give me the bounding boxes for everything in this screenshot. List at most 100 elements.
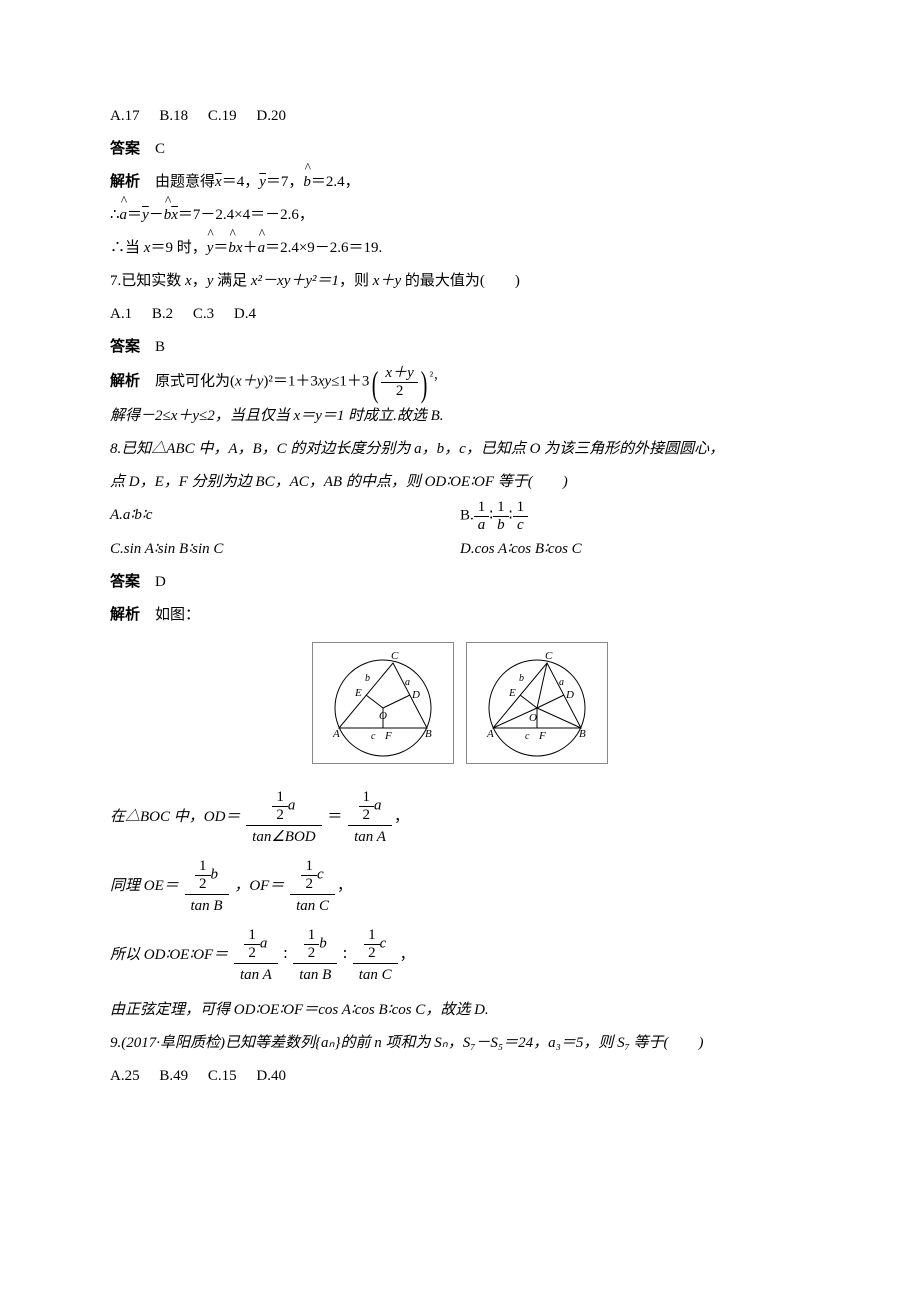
svg-text:A: A <box>486 728 494 740</box>
den: tan B <box>185 895 229 917</box>
q6-expl-3: ∴当 x＝9 时，y＝bx＋a＝2.4×9－2.6＝19. <box>110 232 810 265</box>
q9-choice-a: A.25 <box>110 1068 140 1084</box>
q8-row2: C.sin A∶sin B∶sin C D.cos A∶cos B∶cos C <box>110 533 810 566</box>
num: 12c <box>353 925 398 964</box>
text: ＝2.4×9－2.6＝19. <box>265 240 382 256</box>
q8-answer-value: D <box>155 574 166 590</box>
q9-choice-b: B.49 <box>159 1068 188 1084</box>
text: ＋ <box>243 240 258 256</box>
q8-choice-a: A.a∶b∶c <box>110 499 460 533</box>
text: ＝7－2.4×4＝－2.6， <box>178 207 314 223</box>
num: 12a <box>246 787 321 826</box>
half: 12 <box>272 789 288 823</box>
q7-stem: 7.已知实数 x，y 满足 x²－xy＋y²＝1，则 x＋y 的最大值为( ) <box>110 265 810 298</box>
text: 同理 OE＝ <box>110 878 179 894</box>
answer-label: 答案 <box>110 574 140 590</box>
num: 1 <box>493 499 509 517</box>
ahat: a <box>120 199 128 232</box>
comma: ， <box>400 947 415 963</box>
den: 2 <box>381 383 417 400</box>
yhat: y <box>207 232 214 265</box>
q8-stem-1: 8.已知△ABC 中，A，B，C 的对边长度分别为 a，b，c，已知点 O 为该… <box>110 433 810 466</box>
text: B. <box>460 507 474 523</box>
q7-choice-d: D.4 <box>234 306 256 322</box>
q8-choice-c: C.sin A∶sin B∶sin C <box>110 533 460 566</box>
half: 12 <box>304 927 320 961</box>
fraction: 12c tan C <box>290 856 335 917</box>
text: ，OF＝ <box>234 878 284 894</box>
q9-stem: 9.(2017·阜阳质检)已知等差数列{aₙ}的前 n 项和为 Sₙ，S₇－S₅… <box>110 1027 810 1060</box>
q8-line-oe-of: 同理 OE＝ 12b tan B ，OF＝ 12c tan C ， <box>110 856 810 917</box>
lparen-icon: ( <box>372 366 379 402</box>
svg-text:b: b <box>365 673 370 684</box>
text: ＝9 时， <box>150 240 206 256</box>
num: 12a <box>348 787 392 826</box>
q8-line-od: 在△BOC 中，OD＝ 12a tan∠BOD ＝ 12a tan A ， <box>110 787 810 848</box>
q7-expl-1: 解析 原式可化为(x＋y)²＝1＋3xy≤1＋3(x＋y2)²， <box>110 364 810 400</box>
q8-answer: 答案 D <box>110 566 810 599</box>
xbar: x <box>171 207 178 223</box>
svg-text:a: a <box>559 677 564 688</box>
num: 12b <box>185 856 229 895</box>
q8-row1: A.a∶b∶c B.1a∶1b∶1c <box>110 499 810 533</box>
text: )²＝1＋3 <box>263 373 318 389</box>
text: 解得－2≤x＋y≤2，当且仅当 x＝y＝1 时成立.故选 B. <box>110 408 444 424</box>
answer-label: 答案 <box>110 141 140 157</box>
text: 如图： <box>155 607 200 623</box>
text: ＝4， <box>222 174 260 190</box>
svg-text:F: F <box>384 730 392 742</box>
den: tan C <box>353 964 398 986</box>
fraction: 1b <box>493 499 509 533</box>
den: c <box>513 517 529 534</box>
den: tan B <box>293 964 337 986</box>
explain-label: 解析 <box>110 373 140 389</box>
svg-text:D: D <box>565 689 574 701</box>
half: 12 <box>359 789 375 823</box>
q6-choice-a: A.17 <box>110 108 140 124</box>
svg-text:C: C <box>545 650 553 662</box>
eq: ＝ <box>327 809 342 825</box>
fraction: 12b tan B <box>293 925 337 986</box>
den: tan A <box>348 826 392 848</box>
text: ， <box>192 273 207 289</box>
fraction: 12c tan C <box>353 925 398 986</box>
text: 满足 <box>213 273 251 289</box>
q6-choice-d: D.20 <box>256 108 286 124</box>
fraction: 1c <box>513 499 529 533</box>
text: ∴当 <box>110 240 144 256</box>
xy: xy <box>318 373 331 389</box>
den: b <box>493 517 509 534</box>
q8-stem-2: 点 D，E，F 分别为边 BC，AC，AB 的中点，则 OD∶OE∶OF 等于(… <box>110 466 810 499</box>
q7-choice-a: A.1 <box>110 306 132 322</box>
q7-choices: A.1 B.2 C.3 D.4 <box>110 298 810 331</box>
svg-text:a: a <box>405 677 410 688</box>
q6-choices: A.17 B.18 C.19 D.20 <box>110 100 810 133</box>
den: tan A <box>234 964 278 986</box>
text: ＝2.4， <box>311 174 360 190</box>
num: 1 <box>474 499 490 517</box>
svg-text:D: D <box>411 689 420 701</box>
xbar: x <box>215 174 222 190</box>
q9-choices: A.25 B.49 C.15 D.40 <box>110 1060 810 1093</box>
half: 12 <box>301 858 317 892</box>
den: a <box>474 517 490 534</box>
q8-expl-intro: 解析 如图： <box>110 599 810 632</box>
svg-text:c: c <box>525 731 530 742</box>
svg-text:E: E <box>508 687 516 699</box>
q9-choice-c: C.15 <box>208 1068 237 1084</box>
fraction: 12b tan B <box>185 856 229 917</box>
bhat: b <box>303 166 311 199</box>
q8-diagrams: A B C D E F O a b c A B C D E F O a b c <box>110 642 810 777</box>
colon: ∶ <box>284 947 288 963</box>
half: 12 <box>364 927 380 961</box>
svg-text:E: E <box>354 687 362 699</box>
num: 12c <box>290 856 335 895</box>
bhat: b <box>164 199 172 232</box>
svg-text:A: A <box>332 728 340 740</box>
q7-expl-2: 解得－2≤x＋y≤2，当且仅当 x＝y＝1 时成立.故选 B. <box>110 400 810 433</box>
num: 12b <box>293 925 337 964</box>
xy: x＋y <box>235 373 263 389</box>
q8-line-ratio: 所以 OD∶OE∶OF＝ 12a tan A ∶ 12b tan B ∶ 12c… <box>110 925 810 986</box>
text: ＝ <box>213 240 228 256</box>
q8-choice-d: D.cos A∶cos B∶cos C <box>460 533 810 566</box>
